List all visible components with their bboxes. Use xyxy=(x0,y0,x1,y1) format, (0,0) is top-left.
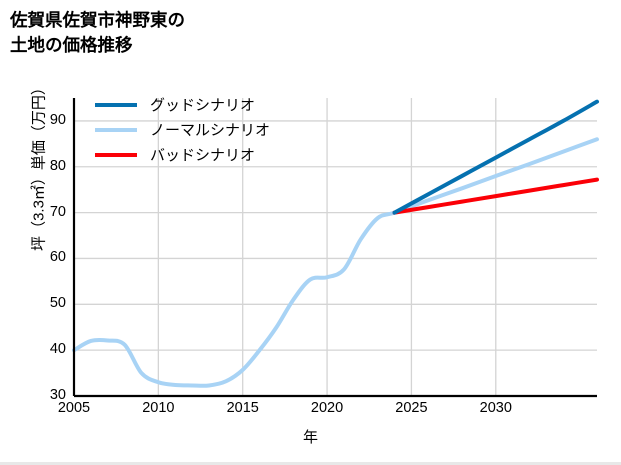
legend-item[interactable]: グッドシナリオ xyxy=(95,92,305,117)
x-tick-label: 2015 xyxy=(226,400,259,416)
series-line xyxy=(392,99,599,215)
legend-label: ノーマルシナリオ xyxy=(150,122,271,139)
x-tick-label: 2030 xyxy=(479,400,512,416)
series-line xyxy=(392,177,599,215)
y-tick-label: 40 xyxy=(49,341,66,358)
legend-label: グッドシナリオ xyxy=(150,97,256,114)
legend-color-swatch xyxy=(95,102,137,107)
legend-item[interactable]: ノーマルシナリオ xyxy=(95,117,305,142)
legend-item[interactable]: バッドシナリオ xyxy=(95,142,305,167)
y-tick-label: 90 xyxy=(49,111,66,128)
y-tick-label: 60 xyxy=(49,249,66,266)
footer-divider xyxy=(0,462,621,465)
y-tick-label: 30 xyxy=(49,387,66,403)
page-title: 佐賀県佐賀市神野東の 土地の価格推移 xyxy=(10,10,185,56)
x-tick-label: 2020 xyxy=(310,400,344,416)
legend-label: バッドシナリオ xyxy=(150,147,256,164)
chart-legend: グッドシナリオ ノーマルシナリオ バッドシナリオ xyxy=(95,92,305,167)
y-tick-label: 70 xyxy=(49,203,66,220)
y-axis-title: 坪（3.3㎡）単価（万円） xyxy=(30,80,48,251)
x-tick-label: 2005 xyxy=(57,400,91,416)
x-tick-label: 2010 xyxy=(142,400,175,416)
x-axis-title: 年 xyxy=(302,429,318,446)
series-line xyxy=(72,137,599,388)
legend-color-swatch xyxy=(95,127,137,132)
series-lines xyxy=(72,99,599,388)
x-tick-label: 2025 xyxy=(395,400,428,416)
y-tick-label: 50 xyxy=(49,295,66,312)
legend-color-swatch xyxy=(95,152,137,157)
axis-frame xyxy=(72,98,597,398)
y-tick-label: 80 xyxy=(49,157,66,174)
